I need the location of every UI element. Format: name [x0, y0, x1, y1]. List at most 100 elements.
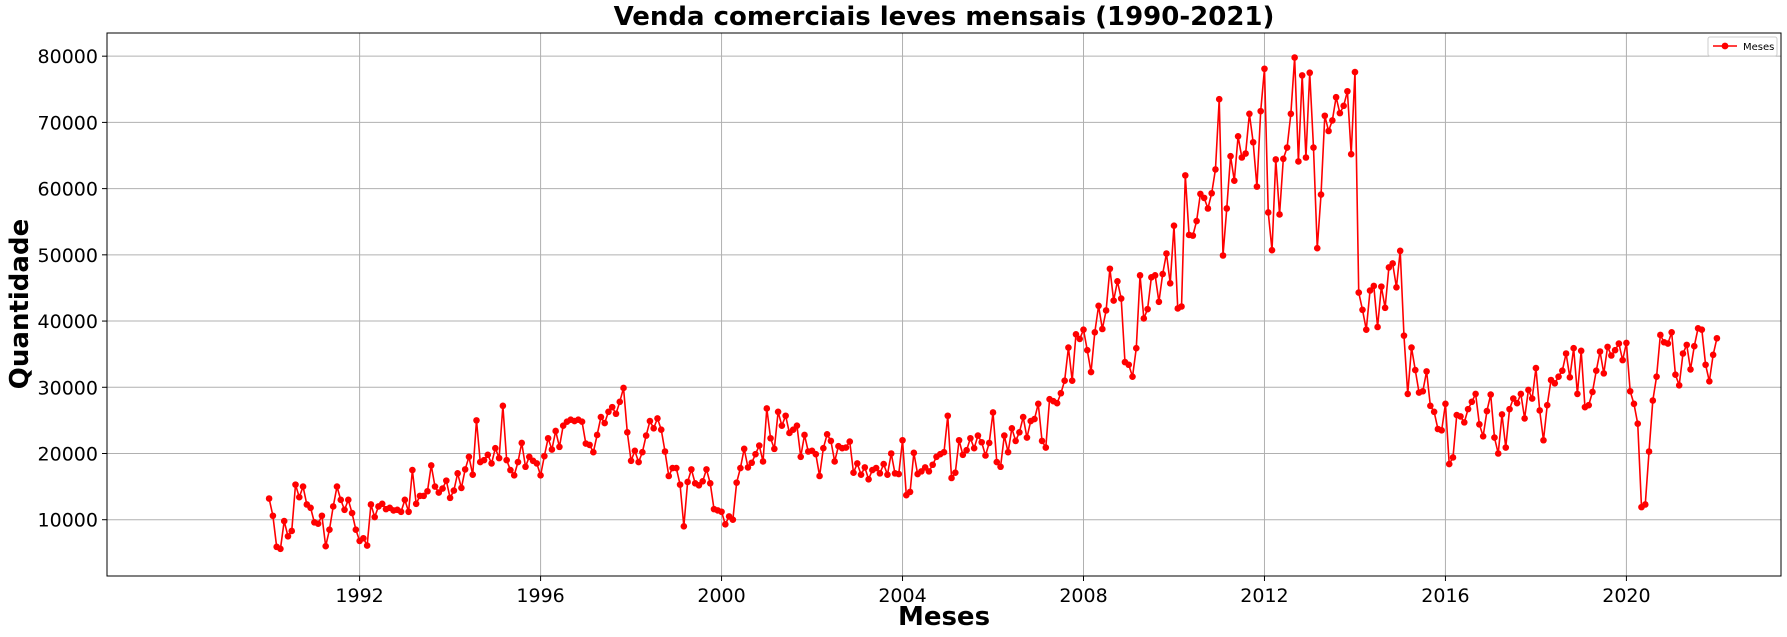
- data-point: [1585, 401, 1593, 409]
- data-point: [1163, 250, 1170, 257]
- data-point: [1298, 72, 1306, 79]
- data-point: [1276, 211, 1283, 218]
- x-tick-label: 2020: [1602, 585, 1650, 607]
- data-point: [974, 432, 982, 439]
- data-point: [1280, 155, 1287, 163]
- legend: Meses: [1707, 36, 1778, 57]
- data-point: [1057, 389, 1065, 397]
- data-point: [326, 526, 333, 533]
- data-point: [1283, 144, 1291, 151]
- data-point: [680, 523, 688, 530]
- data-point: [1483, 407, 1491, 415]
- data-point: [1370, 282, 1378, 290]
- data-point: [1615, 340, 1623, 347]
- data-point: [1125, 361, 1133, 369]
- data-point: [657, 426, 665, 433]
- data-point: [1001, 432, 1008, 439]
- data-point: [1344, 87, 1351, 95]
- data-point: [1374, 323, 1381, 331]
- data-point: [1234, 133, 1242, 140]
- data-point: [929, 461, 936, 469]
- data-point: [1457, 413, 1464, 420]
- data-point: [450, 487, 458, 494]
- data-point: [514, 458, 522, 466]
- data-point: [642, 432, 650, 439]
- data-point: [899, 436, 906, 444]
- data-point: [295, 493, 303, 501]
- data-point: [1706, 378, 1713, 385]
- data-point: [1019, 413, 1027, 421]
- data-point: [1687, 366, 1694, 373]
- data-point: [880, 460, 887, 468]
- data-point: [673, 464, 680, 472]
- data-point: [831, 458, 838, 465]
- data-point: [1487, 391, 1494, 398]
- data-point: [1140, 315, 1148, 322]
- data-point: [371, 513, 378, 521]
- data-point: [401, 496, 409, 504]
- data-point: [1351, 68, 1359, 76]
- data-point: [1510, 395, 1517, 402]
- data-point: [318, 512, 326, 520]
- data-point: [1329, 117, 1336, 124]
- data-point: [650, 425, 657, 432]
- data-point: [1313, 244, 1321, 252]
- data-point: [857, 471, 865, 478]
- data-point: [541, 452, 548, 460]
- data-point: [1016, 429, 1023, 436]
- data-point: [1423, 368, 1430, 375]
- data-point: [345, 496, 352, 504]
- data-point: [1668, 329, 1675, 336]
- x-axis: 1992 1996 2000 2004 2008 2012 2016 2020: [335, 576, 1651, 607]
- data-point: [959, 451, 967, 459]
- data-point: [1528, 395, 1536, 402]
- data-point: [1362, 326, 1370, 333]
- data-point: [1445, 460, 1453, 468]
- y-tick-label: 50000: [38, 245, 98, 267]
- data-point: [454, 470, 461, 477]
- data-point: [1672, 371, 1679, 378]
- data-point: [1513, 399, 1521, 407]
- data-point: [1076, 335, 1084, 343]
- data-point: [1566, 374, 1574, 381]
- data-point: [1630, 400, 1638, 408]
- data-point: [1310, 144, 1317, 151]
- data-point: [1295, 158, 1302, 165]
- data-point: [970, 444, 978, 452]
- data-point: [1287, 110, 1295, 118]
- data-point: [665, 472, 673, 480]
- data-point: [1061, 377, 1068, 384]
- series-layer: [265, 54, 1721, 553]
- data-point: [1117, 295, 1125, 302]
- x-tick-label: 1996: [516, 585, 564, 607]
- data-point: [1106, 265, 1114, 273]
- data-point: [1302, 154, 1310, 161]
- data-point: [284, 532, 292, 540]
- data-point: [1468, 398, 1476, 406]
- data-point: [1596, 348, 1604, 355]
- data-point: [552, 427, 559, 435]
- data-point: [469, 471, 477, 478]
- data-point: [861, 464, 869, 471]
- data-point: [1144, 305, 1151, 313]
- data-point: [1559, 367, 1566, 375]
- data-point: [1132, 344, 1140, 352]
- data-point: [1427, 402, 1434, 410]
- data-point: [1657, 331, 1664, 339]
- legend-marker: [1721, 42, 1729, 50]
- data-point: [703, 466, 710, 473]
- data-point: [348, 509, 356, 517]
- data-point: [846, 438, 854, 445]
- data-point: [985, 439, 993, 447]
- data-point: [367, 501, 375, 508]
- data-point: [420, 492, 428, 500]
- data-point: [1411, 366, 1419, 374]
- data-point: [548, 446, 556, 453]
- data-point: [1321, 112, 1329, 120]
- data-point: [1608, 352, 1615, 359]
- data-point: [639, 448, 646, 456]
- data-point: [782, 412, 789, 420]
- data-point: [1664, 340, 1672, 347]
- data-point: [627, 457, 635, 465]
